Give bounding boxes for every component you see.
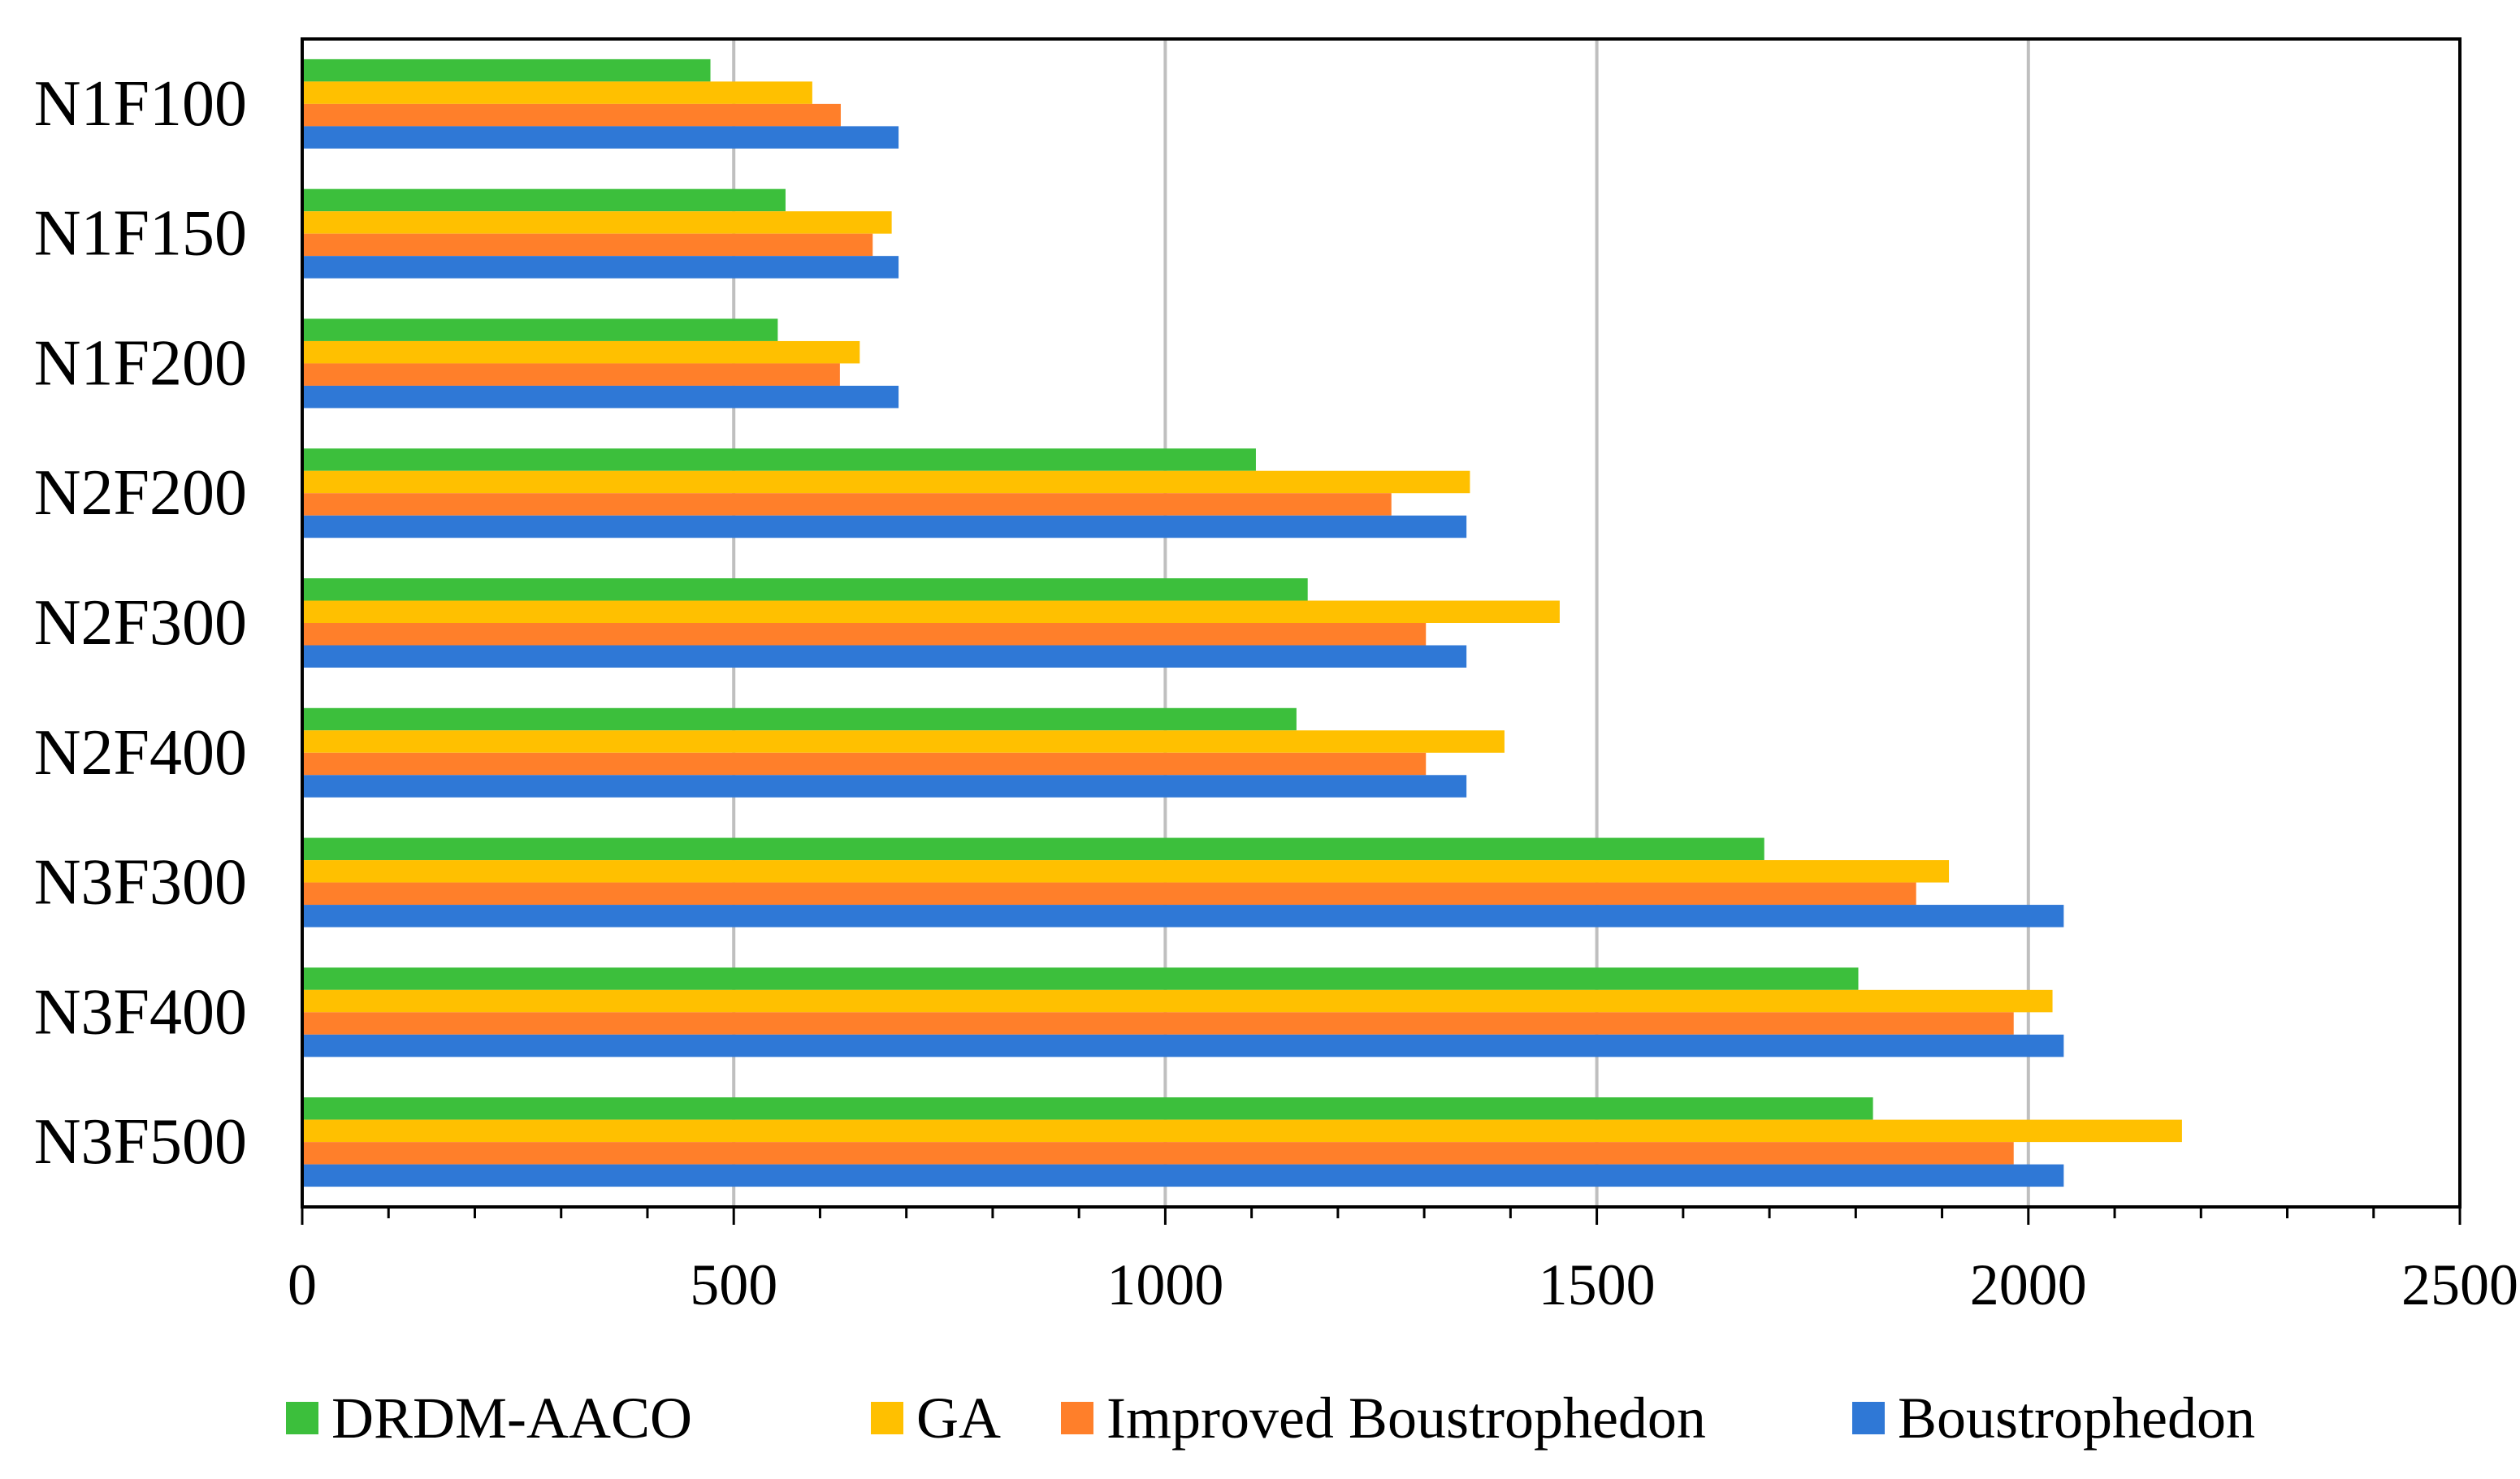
x-tick-label-1000: 1000 (1106, 1252, 1223, 1317)
bar-ga-n1f100 (302, 81, 812, 104)
plot-border (301, 37, 2462, 1209)
legend-swatch-improved-boustrophedon (1061, 1402, 1093, 1434)
bar-boustrophedon-n2f200 (302, 515, 1467, 538)
bar-boustrophedon-n1f150 (302, 256, 899, 279)
y-tick-label-n1f100: N1F100 (34, 68, 247, 140)
bar-ga-n1f200 (302, 340, 860, 364)
legend-label-boustrophedon: Boustrophedon (1898, 1386, 2255, 1451)
legend-swatch-boustrophedon (1852, 1402, 1885, 1434)
legend-label-improved-boustrophedon: Improved Boustrophedon (1106, 1386, 1706, 1451)
bar-drdm-aaco-n1f150 (302, 188, 786, 212)
bar-drdm-aaco-n1f200 (302, 318, 778, 341)
bar-improved-boustrophedon-n3f300 (302, 882, 1916, 906)
y-tick-label-n1f200: N1F200 (34, 327, 247, 399)
legend: DRDM-AACO GA Improved Boustrophedon Boustro… (286, 1386, 2255, 1451)
bar-ga-n3f300 (302, 860, 1950, 883)
x-tick-label-500: 500 (690, 1252, 777, 1317)
bar-improved-boustrophedon-n1f200 (302, 363, 840, 386)
y-tick-label-n3f500: N3F500 (34, 1106, 247, 1178)
x-tick-label-0: 0 (288, 1252, 317, 1317)
bars (302, 58, 2182, 1187)
bar-drdm-aaco-n3f300 (302, 837, 1764, 861)
y-tick-label-n1f150: N1F150 (34, 198, 247, 270)
bar-ga-n2f200 (302, 470, 1470, 494)
y-tick-label-n2f200: N2F200 (34, 457, 247, 529)
bar-drdm-aaco-n3f500 (302, 1097, 1873, 1120)
y-tick-label-n3f400: N3F400 (34, 976, 247, 1048)
bar-ga-n2f300 (302, 600, 1560, 623)
bar-boustrophedon-n2f400 (302, 775, 1467, 798)
y-tick-label-n3f300: N3F300 (34, 847, 247, 919)
bar-boustrophedon-n3f300 (302, 905, 2064, 928)
bar-improved-boustrophedon-n2f300 (302, 623, 1427, 646)
bar-drdm-aaco-n2f200 (302, 448, 1256, 471)
legend-label-ga: GA (916, 1386, 1001, 1451)
bar-improved-boustrophedon-n1f150 (302, 233, 873, 257)
bar-boustrophedon-n3f400 (302, 1034, 2064, 1057)
bar-improved-boustrophedon-n2f200 (302, 493, 1392, 516)
legend-swatch-ga (871, 1402, 903, 1434)
x-tick-labels: 0 500 1000 1500 2000 2500 (288, 1252, 2518, 1317)
bar-improved-boustrophedon-n2f400 (302, 752, 1427, 776)
bar-boustrophedon-n2f300 (302, 645, 1467, 668)
bar-ga-n2f400 (302, 730, 1505, 753)
y-tick-label-n2f400: N2F400 (34, 717, 247, 789)
y-tick-labels: N1F100 N1F150 N1F200 N2F200 N2F300 N2F400 N3F3… (34, 68, 247, 1178)
bar-drdm-aaco-n3f400 (302, 967, 1859, 990)
legend-swatch-drdm-aaco (286, 1402, 318, 1434)
bar-drdm-aaco-n2f400 (302, 707, 1297, 731)
bar-improved-boustrophedon-n3f400 (302, 1012, 2014, 1035)
x-tick-label-2000: 2000 (1970, 1252, 2087, 1317)
bar-boustrophedon-n1f200 (302, 385, 899, 409)
bar-boustrophedon-n3f500 (302, 1164, 2064, 1187)
bar-improved-boustrophedon-n1f100 (302, 103, 841, 127)
x-tick-label-2500: 2500 (2401, 1252, 2518, 1317)
bar-ga-n1f150 (302, 211, 892, 234)
bar-improved-boustrophedon-n3f500 (302, 1142, 2014, 1165)
bar-drdm-aaco-n1f100 (302, 58, 711, 82)
bar-ga-n3f500 (302, 1119, 2182, 1143)
legend-label-drdm-aaco: DRDM-AACO (331, 1386, 692, 1451)
bar-ga-n3f400 (302, 989, 2053, 1013)
x-tick-label-1500: 1500 (1539, 1252, 1656, 1317)
bar-drdm-aaco-n2f300 (302, 578, 1308, 601)
x-ticks (301, 1207, 2462, 1225)
bar-boustrophedon-n1f100 (302, 126, 899, 149)
y-tick-label-n2f300: N2F300 (34, 587, 247, 659)
